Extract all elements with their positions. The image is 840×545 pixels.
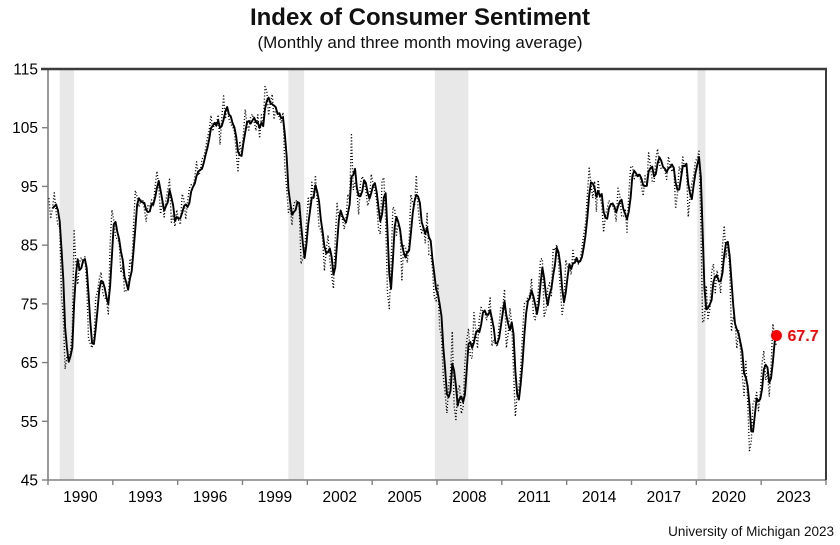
x-tick-label: 2023 xyxy=(776,489,810,506)
y-tick-label: 115 xyxy=(13,62,38,79)
x-tick-label: 2005 xyxy=(387,489,421,506)
attribution: University of Michigan 2023 xyxy=(668,524,834,539)
chart-subtitle: (Monthly and three month moving average) xyxy=(257,33,583,52)
moving-average-line xyxy=(51,96,778,433)
x-tick-label: 1996 xyxy=(193,489,227,506)
y-tick-label: 65 xyxy=(21,355,38,372)
monthly-series-line xyxy=(48,85,778,452)
x-tick-label: 2020 xyxy=(712,489,747,506)
x-tick-label: 2014 xyxy=(582,489,617,506)
recession-band xyxy=(434,69,469,480)
y-tick-label: 75 xyxy=(21,296,38,313)
latest-point-marker xyxy=(770,330,782,342)
latest-value-label: 67.7 xyxy=(787,328,818,345)
recession-band xyxy=(697,69,706,480)
y-tick-label: 45 xyxy=(21,473,38,490)
recession-band xyxy=(59,69,75,480)
recession-band xyxy=(288,69,305,480)
chart-title: Index of Consumer Sentiment xyxy=(249,4,591,31)
x-tick-label: 2008 xyxy=(452,489,486,506)
y-tick-label: 55 xyxy=(21,414,38,431)
x-tick-label: 1990 xyxy=(63,489,98,506)
x-tick-label: 2017 xyxy=(647,489,681,506)
y-tick-label: 85 xyxy=(21,238,38,255)
x-tick-label: 2011 xyxy=(518,489,551,506)
y-tick-label: 105 xyxy=(12,120,38,137)
x-tick-label: 1999 xyxy=(258,489,292,506)
x-tick-label: 2002 xyxy=(323,489,357,506)
y-tick-label: 95 xyxy=(21,179,38,196)
x-tick-label: 1993 xyxy=(128,489,162,506)
